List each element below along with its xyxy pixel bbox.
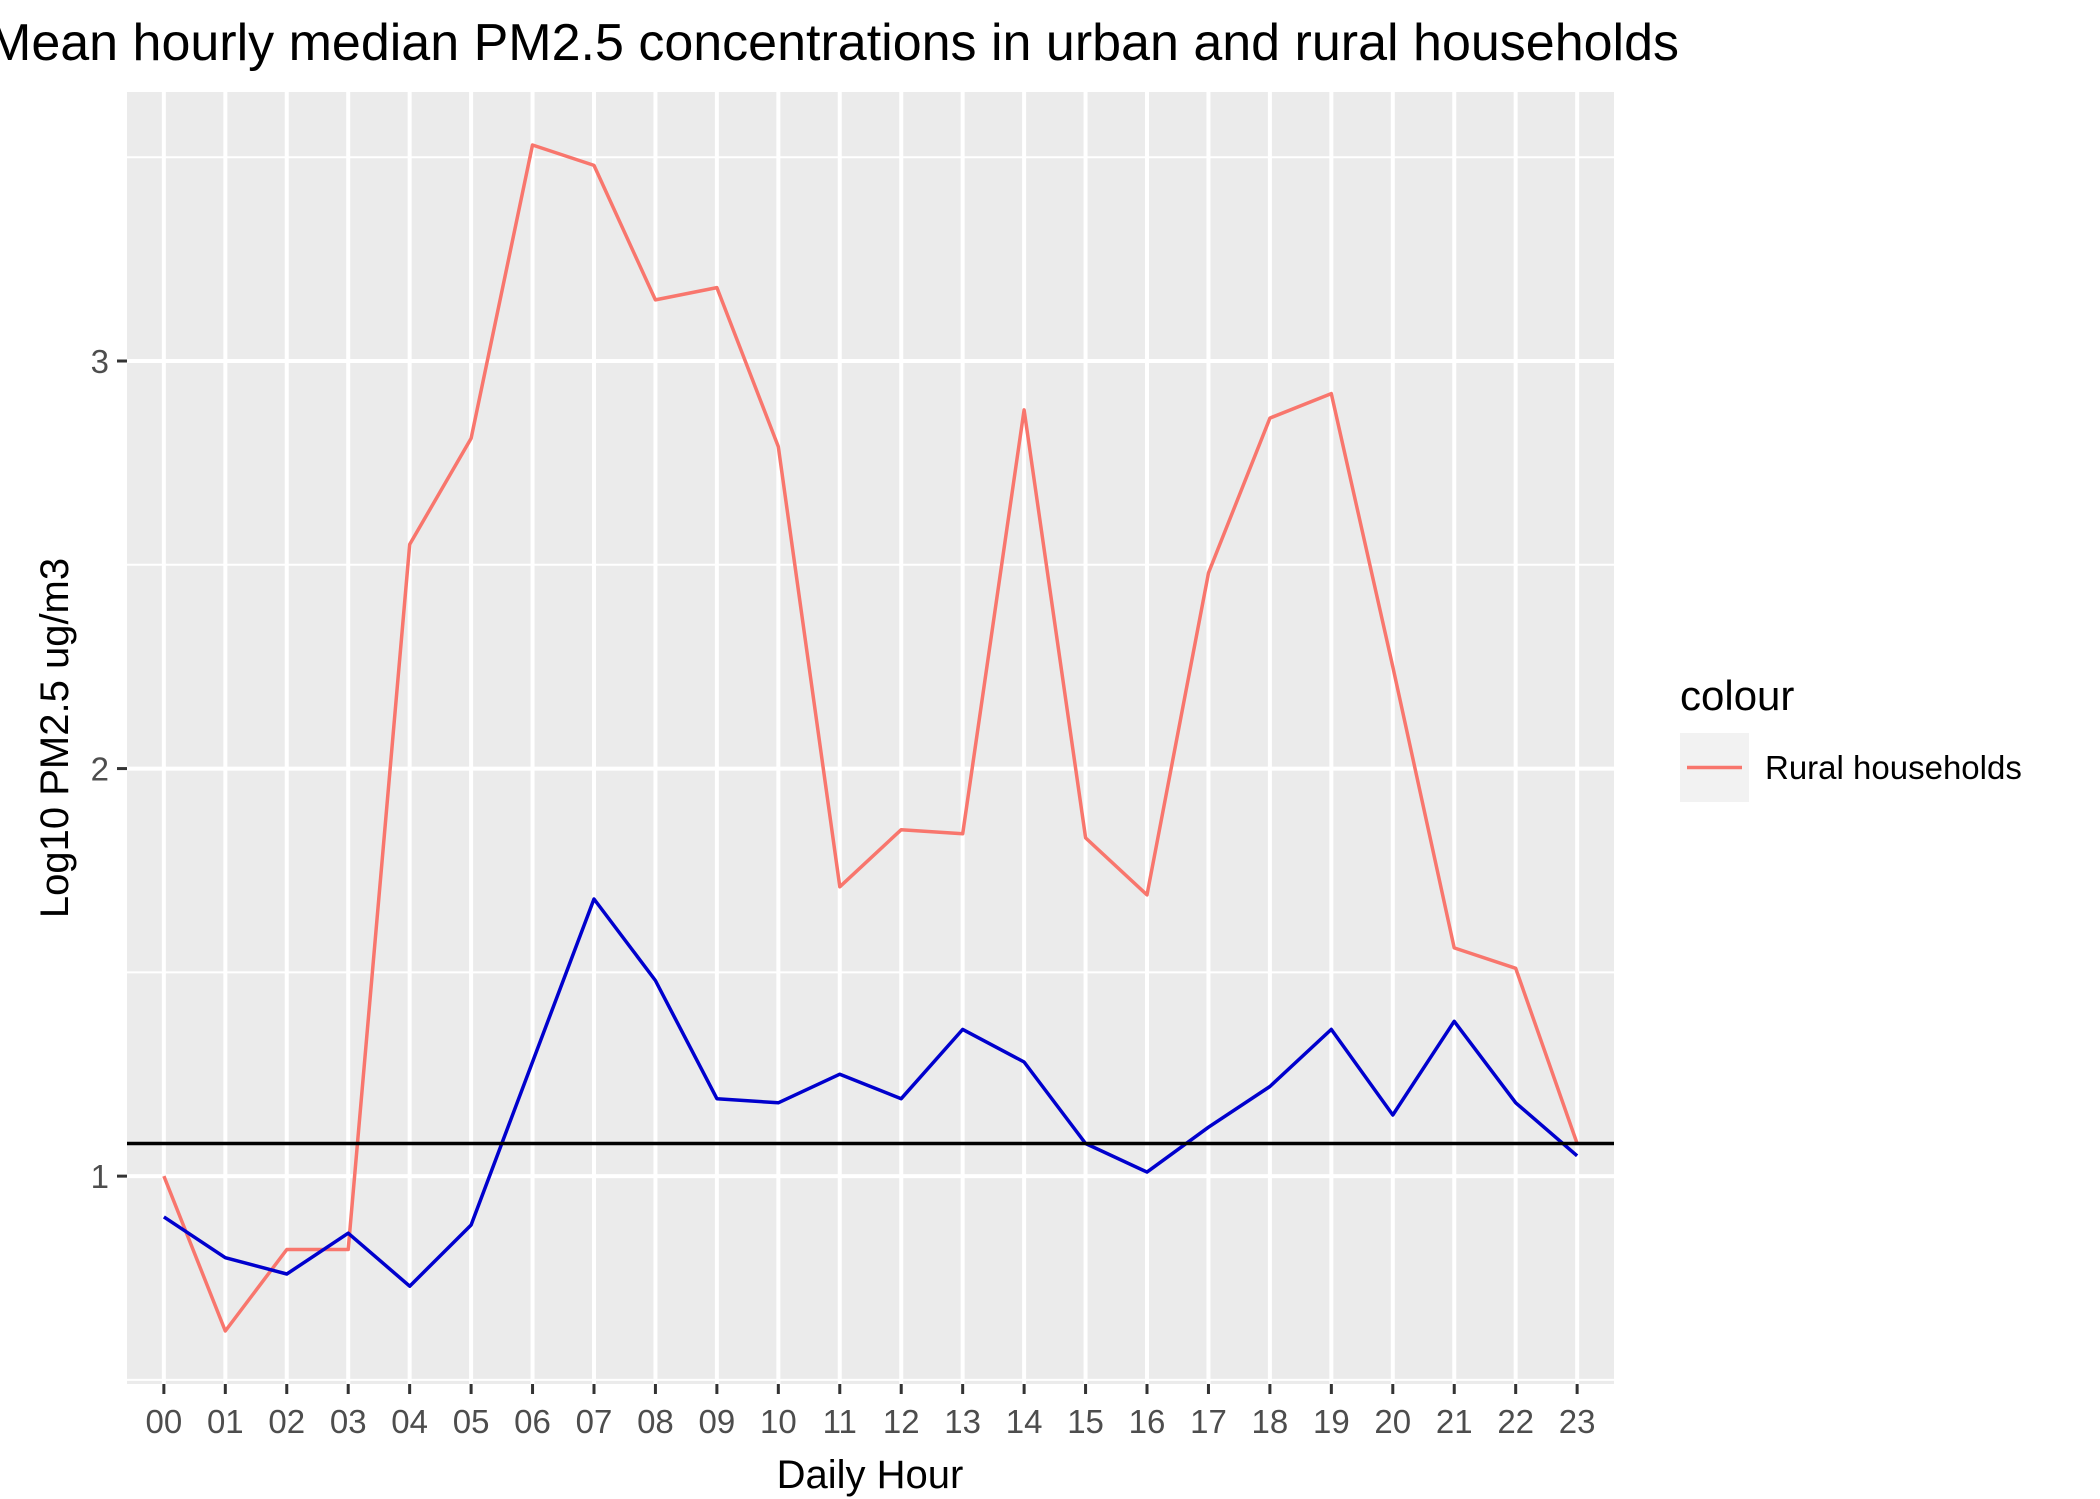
- x-tick-label: 13: [944, 1403, 981, 1440]
- x-tick-label: 15: [1067, 1403, 1104, 1440]
- x-tick-label: 00: [146, 1403, 183, 1440]
- x-tick-label: 01: [207, 1403, 244, 1440]
- y-axis-title: Log10 PM2.5 ug/m3: [33, 558, 77, 918]
- x-tick-label: 21: [1436, 1403, 1473, 1440]
- x-tick-label: 20: [1374, 1403, 1411, 1440]
- legend-label: Rural households: [1765, 749, 2022, 786]
- plot-panel: [127, 92, 1614, 1384]
- y-tick-label: 2: [91, 751, 109, 788]
- x-tick-label: 10: [760, 1403, 797, 1440]
- x-tick-label: 08: [637, 1403, 674, 1440]
- series-line-urban-households: [162, 897, 1579, 1288]
- chart-title: Mean hourly median PM2.5 concentrations …: [0, 14, 1679, 72]
- x-tick-label: 07: [576, 1403, 613, 1440]
- y-tick-label: 3: [91, 343, 109, 380]
- x-tick-label: 05: [453, 1403, 490, 1440]
- series-layer: [162, 143, 1579, 1333]
- x-tick-label: 16: [1129, 1403, 1166, 1440]
- x-tick-label: 17: [1190, 1403, 1227, 1440]
- x-tick-label: 19: [1313, 1403, 1350, 1440]
- x-tick-label: 12: [883, 1403, 920, 1440]
- legend-title: colour: [1680, 672, 1794, 719]
- x-tick-label: 06: [514, 1403, 551, 1440]
- x-tick-label: 02: [268, 1403, 305, 1440]
- x-tick-label: 11: [823, 1403, 857, 1440]
- y-tick-label: 1: [91, 1158, 109, 1195]
- legend: colour Rural households: [1680, 672, 2022, 802]
- x-tick-label: 22: [1497, 1403, 1534, 1440]
- x-tick-label: 09: [699, 1403, 736, 1440]
- x-tick-label: 03: [330, 1403, 367, 1440]
- grid-major: [127, 92, 1614, 1384]
- grid-minor: [127, 156, 1614, 1381]
- x-axis: 00 01 02 03 04 05 06 07 08 09 10 11 12 13 14 15 16 17 18 19…: [146, 1384, 1596, 1440]
- x-tick-label: 23: [1559, 1403, 1596, 1440]
- x-tick-label: 04: [391, 1403, 428, 1440]
- x-tick-label: 14: [1006, 1403, 1043, 1440]
- x-tick-label: 18: [1252, 1403, 1289, 1440]
- series-line-rural-households: [162, 143, 1579, 1333]
- x-axis-title: Daily Hour: [777, 1453, 964, 1497]
- legend-entries: Rural households: [1680, 733, 2022, 802]
- y-axis: 1 2 3: [91, 343, 127, 1195]
